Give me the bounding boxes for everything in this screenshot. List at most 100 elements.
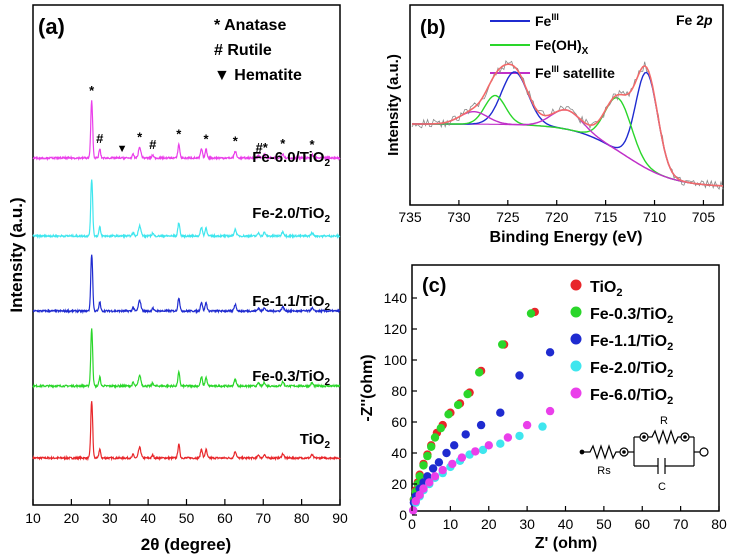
- eis-point-1-7: [430, 433, 440, 442]
- c-ytick-label-0: 0: [399, 507, 407, 523]
- eis-point-2-13: [545, 348, 555, 357]
- legend-satellite: FeIII satellite: [535, 64, 615, 81]
- legend-fe11: Fe-1.1/TiO2: [590, 333, 673, 353]
- c-xtick-label-1: 10: [443, 516, 459, 532]
- c-ytick-label-2: 40: [391, 445, 407, 461]
- eis-point-4-7: [448, 459, 457, 469]
- panel-c-frame: [411, 264, 720, 512]
- eis-point-4-11: [503, 433, 513, 442]
- a-xtick-label-3: 40: [140, 510, 156, 526]
- equivalent-circuit-inset: [579, 429, 709, 474]
- panel-a-peak-markers: *#▼* #* * * #* * *: [89, 83, 315, 155]
- panel-c: (c) 0 10 20 30 40 50 60 70 80020406080100120140 …: [359, 264, 727, 552]
- peak-marker-7: *: [233, 133, 239, 148]
- a-xtick-label-7: 80: [294, 510, 310, 526]
- b-xtick-label-5: 710: [643, 209, 667, 225]
- eis-point-1-4: [419, 461, 428, 470]
- circuit-resistor-r: [648, 429, 681, 445]
- panel-a-traces: [32, 100, 341, 462]
- panel-a-y-label: Intensity (a.u.): [7, 197, 26, 312]
- eis-point-4-2: [415, 490, 424, 500]
- peak-marker-10: *: [309, 137, 315, 152]
- xrd-trace-3: [32, 179, 341, 240]
- eis-point-2-8: [450, 441, 459, 450]
- panel-b-x-label: Binding Energy (eV): [490, 229, 643, 246]
- legend-anatase: * Anatase: [214, 17, 286, 34]
- legend-feoh: Fe(OH)X: [535, 37, 589, 57]
- eis-point-4-5: [430, 472, 440, 481]
- peak-marker-6: *: [204, 132, 210, 147]
- peak-marker-3: *: [137, 130, 143, 145]
- a-xtick-label-5: 60: [217, 510, 233, 526]
- eis-point-2-6: [434, 458, 444, 467]
- panel-b-x-ticks: 735 730 725 720 715 710 705: [398, 200, 715, 225]
- legend-fe60: Fe-6.0/TiO2: [590, 387, 673, 407]
- panel-c-x-label: Z' (ohm): [535, 535, 597, 552]
- eis-point-2-11: [496, 408, 505, 417]
- c-xtick-label-5: 50: [596, 516, 612, 532]
- eis-point-2-5: [428, 464, 438, 473]
- legend-marker-fe11: [570, 333, 582, 345]
- eis-point-1-11: [463, 389, 472, 399]
- xrd-trace-0: [32, 401, 341, 462]
- eis-point-4-10: [484, 441, 493, 450]
- peak-marker-8: #*: [256, 140, 269, 155]
- eis-point-4-1: [411, 496, 420, 506]
- panel-b: (b) Fe 2p FeIII Fe(OH)X FeIII satellite …: [385, 4, 724, 246]
- panel-a: (a) * Anatase # Rutile ▼ Hematite *#▼* #*…: [7, 4, 348, 554]
- xps-component-2: [412, 109, 724, 187]
- legend-marker-fe60: [570, 387, 582, 399]
- panel-c-points: [409, 307, 555, 515]
- c-xtick-label-3: 30: [519, 516, 535, 532]
- c-xtick-label-6: 60: [634, 516, 650, 532]
- eis-point-1-3: [415, 472, 424, 481]
- eis-point-1-6: [427, 442, 436, 451]
- legend-marker-tio2: [570, 279, 582, 291]
- eis-point-4-12: [522, 420, 532, 430]
- c-ytick-label-4: 80: [391, 383, 407, 399]
- xrd-trace-2: [32, 254, 341, 315]
- legend-marker-fe20: [570, 360, 582, 372]
- eis-point-4-3: [419, 484, 428, 493]
- eis-point-3-10: [478, 445, 488, 455]
- eis-point-2-10: [476, 420, 486, 430]
- b-xtick-label-4: 715: [594, 209, 618, 225]
- series-label-fe20: Fe-2.0/TiO2: [252, 205, 330, 225]
- eis-point-4-9: [471, 447, 480, 456]
- panel-b-legend: FeIII Fe(OH)X FeIII satellite: [490, 12, 615, 81]
- panel-a-x-label: 2θ (degree): [141, 535, 231, 554]
- c-ytick-label-6: 120: [384, 321, 408, 337]
- panel-b-title: Fe 2p: [676, 12, 713, 28]
- circuit-label-r: R: [660, 415, 668, 427]
- panel-c-y-label: -Z''(ohm): [359, 354, 376, 421]
- xrd-trace-4: [32, 100, 341, 162]
- a-xtick-label-8: 90: [332, 510, 348, 526]
- panel-a-series-labels: Fe-6.0/TiO2 Fe-2.0/TiO2 Fe-1.1/TiO2 Fe-0…: [252, 149, 330, 451]
- eis-point-3-11: [496, 439, 505, 448]
- series-label-fe03: Fe-0.3/TiO2: [252, 368, 330, 388]
- eis-point-2-12: [515, 371, 524, 380]
- circuit-node-3-dot: [683, 435, 687, 439]
- panel-c-ticks: 0 10 20 30 40 50 60 70 80 0 20 40 60 80 100 120 140: [384, 290, 727, 532]
- c-ytick-label-1: 20: [391, 476, 407, 492]
- c-ytick-label-5: 100: [384, 352, 408, 368]
- peak-marker-4: #: [149, 137, 157, 152]
- eis-point-1-13: [498, 340, 507, 349]
- eis-point-4-6: [438, 465, 447, 475]
- c-xtick-label-2: 20: [481, 516, 497, 532]
- eis-point-1-5: [423, 451, 432, 461]
- series-label-fe11: Fe-1.1/TiO2: [252, 293, 330, 313]
- circuit-node-2-dot: [642, 435, 646, 439]
- circuit-node-1-dot: [622, 450, 626, 454]
- legend-fe03: Fe-0.3/TiO2: [590, 306, 673, 326]
- eis-point-3-12: [515, 431, 524, 441]
- eis-point-1-12: [475, 368, 484, 377]
- c-xtick-label-7: 70: [673, 516, 689, 532]
- xps-component-1: [412, 94, 724, 187]
- panel-c-label: (c): [422, 275, 446, 297]
- b-xtick-label-3: 720: [545, 209, 569, 225]
- c-ytick-label-3: 60: [391, 414, 407, 430]
- peak-marker-1: #: [96, 131, 104, 146]
- c-xtick-label-0: 0: [408, 516, 416, 532]
